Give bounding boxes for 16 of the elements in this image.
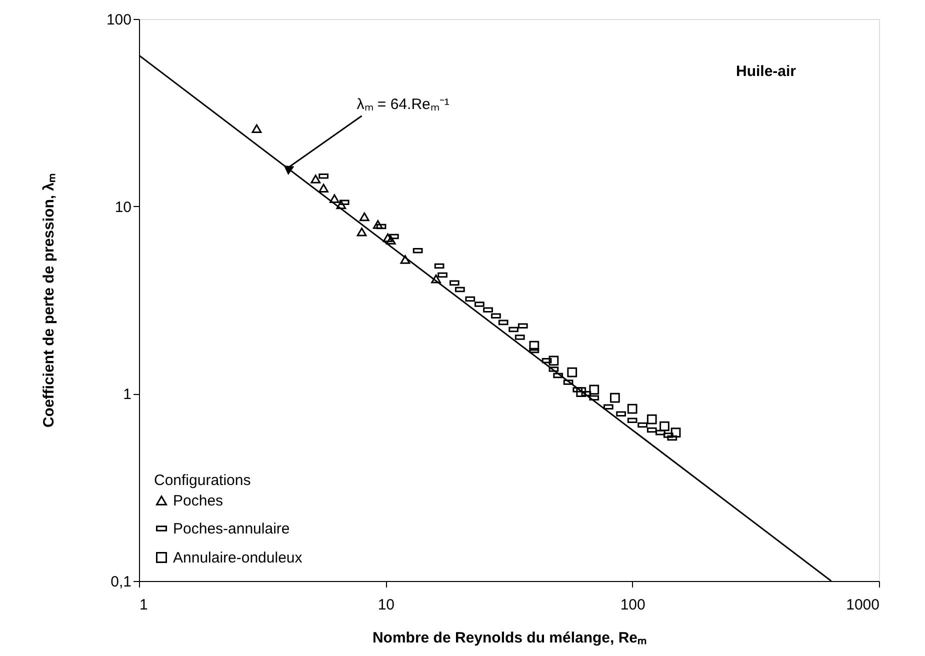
y-axis-title: Coefficient de perte de pression, λₘ (40, 173, 58, 428)
x-tick-label: 100 (620, 596, 646, 614)
y-tick-label: 10 (114, 198, 132, 216)
x-tick-label: 10 (378, 596, 395, 614)
y-tick-label: 0,1 (110, 574, 132, 590)
x-tick-label: 1 (140, 596, 148, 614)
legend-title: Configurations (154, 472, 251, 489)
x-tick-label: 1000 (846, 596, 880, 614)
annotation: λₘ = 64.Reₘ⁻¹ (356, 96, 450, 113)
annotation: Huile-air (736, 63, 796, 80)
legend-label: Poches (173, 492, 224, 510)
legend-label: Poches-annulaire (173, 520, 290, 538)
y-tick-label: 1 (123, 386, 132, 404)
legend-label: Annulaire-onduleux (173, 550, 303, 566)
y-tick-label: 100 (106, 12, 132, 28)
x-axis-title: Nombre de Reynolds du mélange, Reₘ (372, 630, 647, 646)
